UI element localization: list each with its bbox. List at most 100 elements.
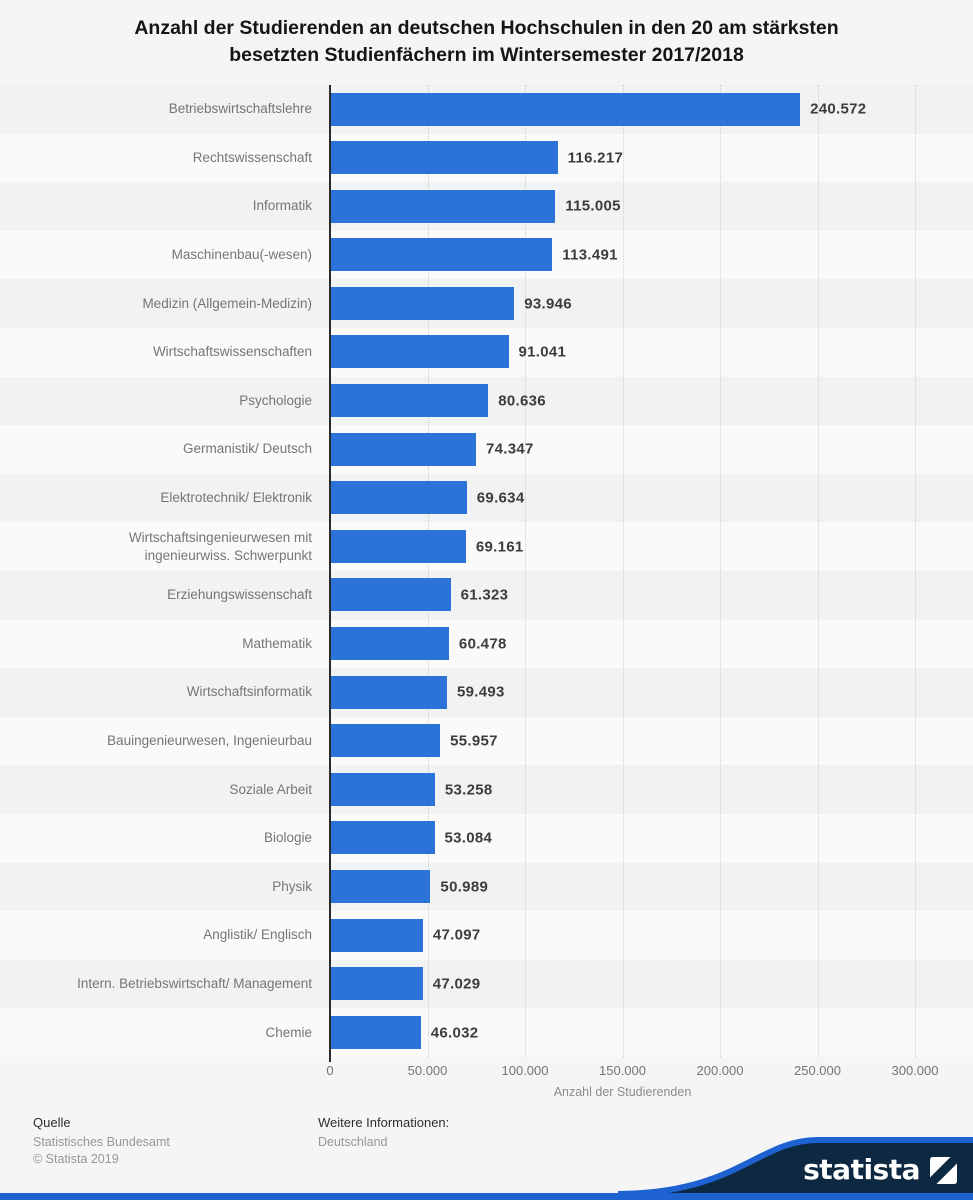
bar [331,578,451,612]
category-label: Psychologie [239,392,312,408]
chart-row: Maschinenbau(-wesen) 113.491 [0,231,973,280]
chart-row: Informatik 115.005 [0,182,973,231]
chart-row: Wirtschaftswissenschaften 91.041 [0,328,973,377]
row-band [0,862,973,912]
value-label: 47.097 [432,926,481,944]
statista-logo: statista [803,1156,957,1184]
bar [331,529,466,563]
value-label: 53.084 [444,829,493,847]
value-label: 46.032 [430,1024,479,1042]
chart-row: Medizin (Allgemein-Medizin) 93.946 [0,279,973,328]
gridline [622,85,624,1057]
row-band [0,1008,973,1057]
bar [331,286,515,320]
row-band [0,619,973,669]
value-label: 55.957 [450,732,498,750]
bar [331,675,447,709]
info-label: Weitere Informationen: [318,1115,450,1130]
statista-icon [930,1156,957,1184]
category-label: Biologie [263,830,312,846]
gridline [915,85,916,1057]
chart-row: Elektrotechnik/ Elektronik 69.634 [0,474,973,523]
category-label: Wirtschaftsingenieurwesen mit ingenieurw… [128,529,312,563]
chart-row: Mathematik 60.478 [0,620,973,669]
chart-row: Anglistik/ Englisch 47.097 [0,911,973,960]
bar [331,772,435,806]
chart-row: Wirtschaftsinformatik 59.493 [0,668,973,717]
info-value: Deutschland [318,1135,388,1149]
value-label: 53.258 [444,781,493,799]
bar [331,627,449,661]
info-block: Weitere Informationen: Deutschland [318,1115,449,1151]
value-label: 116.217 [567,149,624,167]
row-band [0,716,973,766]
chart-row: Bauingenieurwesen, Ingenieurbau 55.957 [0,717,973,766]
row-band [0,570,973,620]
footer: Quelle Statistisches Bundesamt © Statist… [0,1115,973,1200]
x-tick-label: 150.000 [599,1063,646,1078]
value-label: 69.634 [476,489,525,507]
chart-rows: Betriebswirtschaftslehre 240.572 Rechtswis… [0,85,973,1057]
source-name: Statistisches Bundesamt [33,1135,170,1149]
value-label: 93.946 [524,295,572,313]
statista-wave-graphic [617,1137,973,1197]
source-block: Quelle Statistisches Bundesamt © Statist… [33,1115,170,1168]
chart-row: Germanistik/ Deutsch 74.347 [0,425,973,474]
value-label: 80.636 [498,392,546,410]
category-label: Anglistik/ Englisch [203,927,312,943]
value-label: 61.323 [460,586,509,604]
chart-row: Chemie 46.032 [0,1008,973,1057]
bar [331,189,556,223]
row-band [0,911,973,960]
chart-row: Psychologie 80.636 [0,377,973,426]
chart-row: Physik 50.989 [0,863,973,912]
bar [331,432,476,466]
category-label: Wirtschaftsinformatik [186,684,312,700]
row-band [0,668,973,717]
bar [331,967,423,1001]
bar [331,724,441,758]
category-label: Erziehungswissenschaft [167,587,312,603]
bar [331,384,489,418]
bar [331,335,509,369]
chart-row: Betriebswirtschaftslehre 240.572 [0,85,973,134]
category-label: Elektrotechnik/ Elektronik [160,489,312,505]
x-tick-label: 50.000 [407,1063,448,1078]
value-label: 74.347 [485,440,534,458]
category-label: Mathematik [242,635,312,651]
category-label: Medizin (Allgemein-Medizin) [142,295,312,311]
category-label: Betriebswirtschaftslehre [168,101,312,117]
value-label: 47.029 [432,975,481,993]
bar-chart: Betriebswirtschaftslehre 240.572 Rechtswis… [0,85,973,1062]
x-tick-label: 300.000 [891,1063,939,1078]
value-label: 113.491 [562,246,618,264]
row-band [0,813,973,863]
y-axis-line [329,85,331,1062]
value-label: 60.478 [458,635,507,653]
bar [331,238,553,272]
chart-row: Erziehungswissenschaft 61.323 [0,571,973,620]
value-label: 240.572 [810,100,867,118]
bar [331,141,558,175]
row-band [0,765,973,814]
x-tick-label: 0 [326,1063,334,1078]
chart-row: Wirtschaftsingenieurwesen mit ingenieurw… [0,522,973,571]
chart-row: Intern. Betriebswirtschaft/ Management 47… [0,960,973,1009]
row-band [0,425,973,474]
gridline [427,85,429,1057]
category-label: Wirtschaftswissenschaften [152,344,312,360]
bar [331,481,467,515]
value-label: 91.041 [518,343,567,361]
source-label: Quelle [33,1115,71,1130]
statista-wordmark: statista [803,1153,920,1186]
bar [331,870,431,903]
gridline [817,85,819,1057]
bar [331,92,801,126]
value-label: 50.989 [440,878,489,896]
gridline [525,85,526,1057]
chart-row: Biologie 53.084 [0,814,973,863]
category-label: Intern. Betriebswirtschaft/ Management [77,975,312,991]
category-label: Chemie [265,1024,312,1040]
category-label: Physik [272,878,312,894]
value-label: 69.161 [475,538,524,556]
